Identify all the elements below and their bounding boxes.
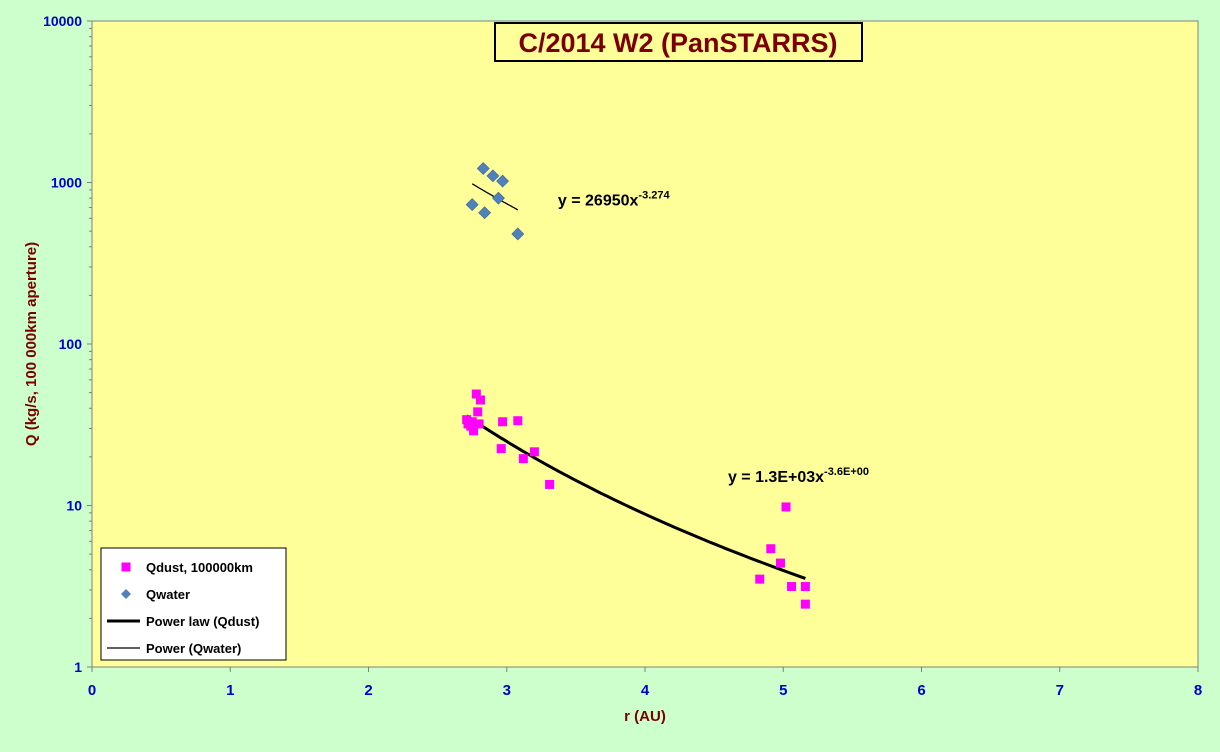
equation-exponent: -3.274 <box>638 190 670 202</box>
y-tick-label: 10 <box>66 498 82 514</box>
legend: Qdust, 100000km Qwater Power law (Qdust) Po… <box>100 547 287 661</box>
dust-point <box>800 599 810 609</box>
dust-point <box>781 502 791 512</box>
equation-exponent: -3.6E+00 <box>824 466 869 478</box>
y-axis-ticks: 1 10 100 1000 10000 <box>43 13 92 675</box>
chart-title-box: C/2014 W2 (PanSTARRS) <box>494 22 863 62</box>
y-tick-label: 100 <box>59 336 83 352</box>
legend-item-qwater-label: Qwater <box>146 587 190 602</box>
dust-point <box>469 426 479 436</box>
y-tick-label: 1 <box>74 659 82 675</box>
dust-point <box>475 395 485 405</box>
dust-point <box>496 444 506 454</box>
water-point <box>496 174 510 188</box>
data-points <box>462 162 810 609</box>
legend-marker-diamond <box>121 589 131 599</box>
dust-point <box>473 407 483 417</box>
dust-point <box>467 417 477 427</box>
legend-item-qdust-label: Qdust, 100000km <box>146 560 253 575</box>
y-tick-label: 1000 <box>51 175 82 191</box>
x-tick-label: 2 <box>364 682 372 699</box>
water-point <box>465 198 479 211</box>
dust-point <box>800 582 810 592</box>
legend-marker-square <box>121 562 131 572</box>
dust-point <box>498 417 508 427</box>
x-tick-label: 3 <box>503 682 511 699</box>
x-tick-label: 4 <box>641 682 650 699</box>
y-axis-title: Q (kg/s, 100 000km aperture) <box>23 242 40 446</box>
x-axis-title: r (AU) <box>624 708 666 725</box>
dust-point <box>787 582 797 592</box>
water-point <box>492 191 505 205</box>
dust-point <box>766 544 776 554</box>
dust-point <box>545 479 555 489</box>
water-point <box>476 162 490 175</box>
legend-box <box>100 547 287 661</box>
water-point <box>478 206 492 220</box>
chart-title-border <box>494 22 863 62</box>
dust-point <box>529 447 539 457</box>
dust-point <box>471 389 481 399</box>
x-tick-label: 8 <box>1194 682 1202 699</box>
dust-point <box>513 416 523 426</box>
x-tick-label: 6 <box>917 682 925 699</box>
dust-point <box>755 574 765 584</box>
trendline-dust <box>465 414 806 580</box>
water-point <box>486 169 500 183</box>
dust-point <box>474 419 484 429</box>
y-tick-label: 10000 <box>43 13 82 29</box>
x-axis-ticks: 0 1 2 3 4 5 6 7 8 <box>88 667 1202 699</box>
x-tick-label: 0 <box>88 682 96 699</box>
x-tick-label: 7 <box>1056 682 1064 699</box>
x-tick-label: 1 <box>226 682 234 699</box>
dust-point <box>518 454 528 464</box>
dust-point <box>775 558 785 568</box>
x-tick-label: 5 <box>779 682 787 699</box>
chart-title: C/2014 W2 (PanSTARRS) <box>518 28 837 58</box>
legend-item-power-qwater-label: Power (Qwater) <box>146 641 241 656</box>
legend-item-power-law-qdust-label: Power law (Qdust) <box>146 614 259 629</box>
water-point <box>511 227 525 241</box>
